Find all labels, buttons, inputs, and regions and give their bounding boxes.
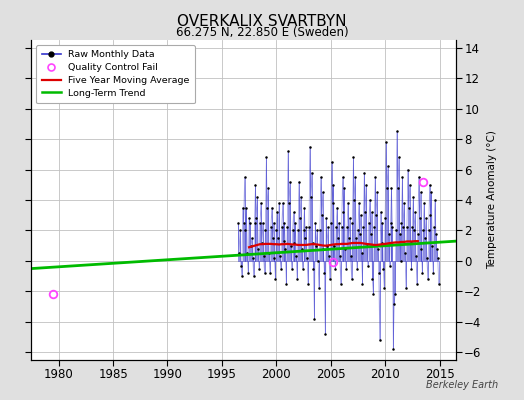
- Text: OVERKALIX SVARTBYN: OVERKALIX SVARTBYN: [177, 14, 347, 29]
- Text: 66.275 N, 22.850 E (Sweden): 66.275 N, 22.850 E (Sweden): [176, 26, 348, 39]
- Legend: Raw Monthly Data, Quality Control Fail, Five Year Moving Average, Long-Term Tren: Raw Monthly Data, Quality Control Fail, …: [36, 45, 195, 103]
- Text: Berkeley Earth: Berkeley Earth: [425, 380, 498, 390]
- Y-axis label: Temperature Anomaly (°C): Temperature Anomaly (°C): [487, 130, 497, 270]
